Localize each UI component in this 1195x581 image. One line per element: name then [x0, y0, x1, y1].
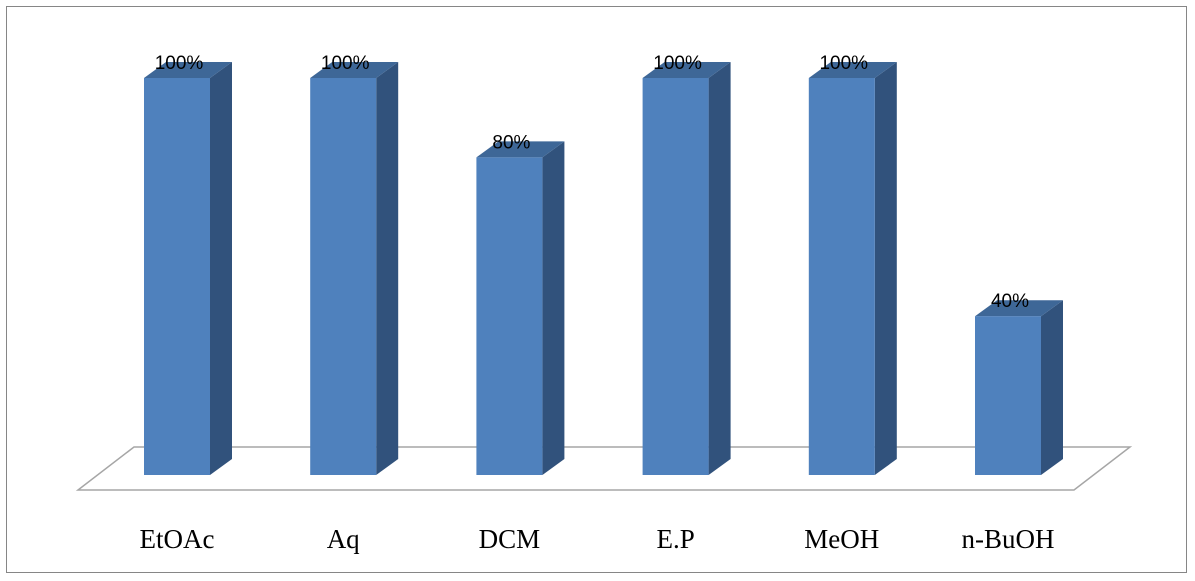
bar-aq — [310, 62, 399, 475]
category-label-e-p: E.P — [656, 524, 694, 554]
bar-side-n-buoh — [1041, 300, 1063, 475]
bar-front-etoac — [144, 78, 210, 475]
bar-front-dcm — [476, 157, 543, 475]
bar-etoac — [144, 62, 232, 475]
data-label-etoac: 100% — [155, 53, 204, 74]
bar-e-p — [642, 62, 731, 475]
data-label-n-buoh: 40% — [991, 291, 1029, 312]
bar-front-n-buoh — [975, 316, 1041, 475]
bar-side-etoac — [210, 62, 232, 475]
bar-top-dcm — [476, 141, 565, 158]
category-label-etoac: EtOAc — [140, 524, 215, 554]
bar-top-aq — [310, 62, 399, 78]
bars-group — [144, 62, 1063, 475]
bar-side-meoh — [874, 62, 897, 475]
bar-side-aq — [376, 62, 399, 475]
data-label-aq: 100% — [321, 53, 370, 74]
bar-front-meoh — [808, 78, 875, 475]
bar-side-dcm — [542, 141, 565, 475]
category-label-aq: Aq — [327, 524, 360, 554]
data-label-meoh: 100% — [819, 53, 868, 74]
bar-top-n-buoh — [975, 300, 1063, 317]
category-labels-group: EtOAc Aq DCM E.P MeOH n-BuOH — [140, 524, 1055, 554]
data-label-e-p: 100% — [653, 53, 702, 74]
bar-n-buoh — [975, 300, 1063, 475]
data-label-dcm: 80% — [492, 132, 530, 153]
bar-front-e-p — [642, 78, 709, 475]
bar-front-aq — [310, 78, 377, 475]
bar-top-e-p — [642, 62, 731, 78]
bar-side-e-p — [708, 62, 731, 475]
chart-floor — [75, 446, 1133, 491]
category-label-n-buoh: n-BuOH — [962, 524, 1055, 554]
category-label-meoh: MeOH — [804, 524, 879, 554]
bar-dcm — [476, 141, 565, 475]
data-labels-group: 100% 100% 80% 100% 100% 40% — [155, 53, 1029, 312]
bar-top-meoh — [808, 62, 897, 78]
bar-meoh — [808, 62, 897, 475]
category-label-dcm: DCM — [479, 524, 541, 554]
bar-top-etoac — [144, 62, 232, 78]
